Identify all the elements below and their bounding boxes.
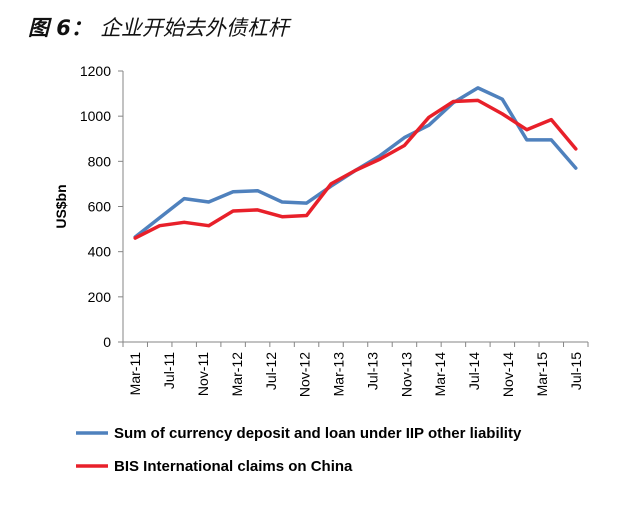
y-axis-title: US$bn <box>53 184 69 228</box>
x-tick-label: Mar-15 <box>534 352 550 397</box>
y-tick-label: 400 <box>88 244 112 260</box>
x-tick-label: Jul-11 <box>161 352 177 389</box>
x-tick-label: Mar-13 <box>331 352 347 397</box>
y-tick-label: 800 <box>88 153 112 169</box>
figure-label: 图 6： <box>28 16 92 40</box>
y-tick-label: 1200 <box>80 63 111 79</box>
x-tick-label: Mar-12 <box>229 352 245 397</box>
legend-label-1: Sum of currency deposit and loan under I… <box>114 425 522 442</box>
x-tick-label: Nov-14 <box>500 352 516 397</box>
y-tick-label: 200 <box>88 289 112 305</box>
figure-title: 图 6： 企业开始去外债杠杆 <box>28 12 289 42</box>
x-tick-label: Mar-14 <box>432 352 448 397</box>
x-tick-label: Mar-11 <box>127 352 143 396</box>
x-tick-label: Nov-11 <box>195 352 211 396</box>
figure-caption: 企业开始去外债杠杆 <box>99 16 289 40</box>
y-tick-label: 600 <box>88 199 112 215</box>
y-tick-label: 1000 <box>80 108 111 124</box>
series-line-1 <box>133 86 578 239</box>
x-tick-label: Nov-12 <box>297 352 313 397</box>
legend-label-2: BIS International claims on China <box>114 458 353 475</box>
series-line-2 <box>133 98 578 240</box>
y-tick-label: 0 <box>103 334 111 350</box>
x-tick-label: Jul-13 <box>364 352 380 390</box>
x-tick-label: Jul-14 <box>466 352 482 390</box>
x-tick-label: Jul-12 <box>263 352 279 390</box>
x-tick-label: Nov-13 <box>398 352 414 397</box>
x-tick-label: Jul-15 <box>568 352 584 390</box>
